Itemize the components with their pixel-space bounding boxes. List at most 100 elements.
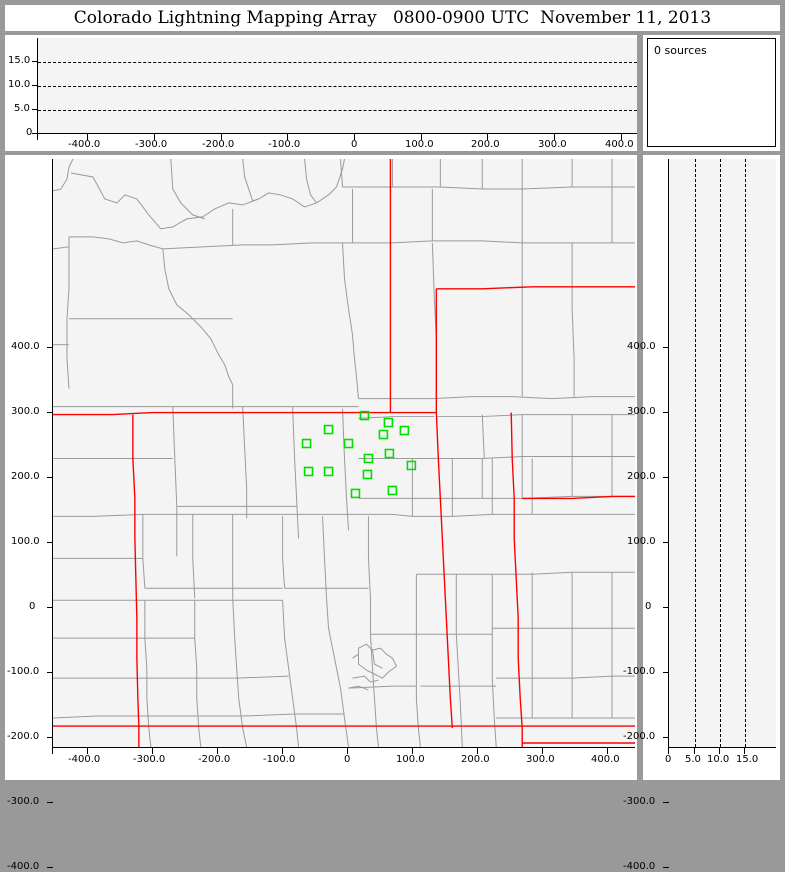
y-tick-mark <box>32 133 38 134</box>
gridline-5 <box>695 159 696 747</box>
y-tick-label: -400.0 <box>623 861 656 872</box>
source-marker <box>350 488 361 499</box>
source-marker <box>399 425 410 436</box>
y-tick-mark <box>47 477 53 478</box>
x-tick-label: -300.0 <box>133 754 166 765</box>
y-tick-mark <box>663 412 669 413</box>
y-tick-mark <box>663 477 669 478</box>
source-marker <box>387 485 398 496</box>
y-tick-mark <box>47 672 53 673</box>
y-tick-label: 300.0 <box>11 406 40 417</box>
application-window: Colorado Lightning Mapping Array 0800-09… <box>5 5 780 872</box>
source-marker <box>406 460 417 471</box>
y-tick-mark <box>32 85 38 86</box>
y-tick-label: 100.0 <box>11 536 40 547</box>
x-tick-mark <box>554 134 555 140</box>
x-tick-label: 200.0 <box>471 139 500 150</box>
x-tick-label: 5.0 <box>685 754 701 765</box>
gridline-15 <box>38 61 637 63</box>
x-tick-mark <box>154 134 155 140</box>
y-tick-mark <box>47 412 53 413</box>
x-tick-mark <box>607 748 608 754</box>
x-tick-mark <box>477 748 478 754</box>
x-tick-mark <box>282 748 283 754</box>
x-tick-label: -400.0 <box>68 139 101 150</box>
x-tick-label: 100.0 <box>405 139 434 150</box>
y-tick-mark <box>663 737 669 738</box>
x-tick-label: -300.0 <box>135 139 168 150</box>
county-boundaries <box>53 159 635 747</box>
x-tick-label: 100.0 <box>396 754 425 765</box>
source-marker <box>343 438 354 449</box>
x-tick-label: 0 <box>344 754 351 765</box>
x-tick-label: -400.0 <box>68 754 101 765</box>
y-tick-mark <box>47 607 53 608</box>
x-tick-label: 0 <box>351 139 358 150</box>
x-tick-label: 400.0 <box>591 754 620 765</box>
x-tick-label: 15.0 <box>736 754 759 765</box>
x-tick-mark <box>487 134 488 140</box>
title-bar: Colorado Lightning Mapping Array 0800-09… <box>5 5 780 31</box>
x-tick-label: 400.0 <box>605 139 634 150</box>
y-tick-mark <box>663 802 669 803</box>
gridline-10 <box>38 85 637 87</box>
x-tick-mark <box>412 748 413 754</box>
source-marker <box>362 469 373 480</box>
x-tick-mark <box>542 748 543 754</box>
x-tick-mark <box>52 748 53 754</box>
y-tick-label: 400.0 <box>11 341 40 352</box>
y-tick-mark <box>47 542 53 543</box>
x-tick-mark <box>87 134 88 140</box>
y-tick-label: 200.0 <box>11 471 40 482</box>
page-title: Colorado Lightning Mapping Array 0800-09… <box>73 8 712 28</box>
y-tick-mark <box>663 867 669 868</box>
altitude-vs-north-south-panel: 400.0 300.0 200.0 100.0 0 -100.0 -200.0 … <box>623 155 780 872</box>
x-tick-mark <box>287 134 288 140</box>
y-tick-label: -200.0 <box>623 731 656 742</box>
source-markers <box>301 410 417 499</box>
y-tick-mark <box>47 867 53 868</box>
y-tick-label: 5.0 <box>14 103 30 114</box>
x-tick-label: -200.0 <box>202 139 235 150</box>
y-tick-label: -200.0 <box>7 731 40 742</box>
y-tick-label: -300.0 <box>7 796 40 807</box>
gridline-15 <box>745 159 746 747</box>
y-tick-label: 0 <box>26 127 33 138</box>
x-tick-mark <box>719 748 720 754</box>
x-tick-label: 300.0 <box>526 754 555 765</box>
source-marker <box>378 429 389 440</box>
y-tick-label: 10.0 <box>8 79 31 90</box>
y-tick-mark <box>663 607 669 608</box>
x-tick-mark <box>621 134 622 140</box>
map-plot-area[interactable] <box>52 159 635 748</box>
source-marker <box>323 424 334 435</box>
y-tick-label: 0 <box>29 601 36 612</box>
source-marker <box>303 466 314 477</box>
map-panel: 400.0 300.0 200.0 100.0 0 -100.0 -200.0 … <box>5 155 637 872</box>
x-tick-mark <box>668 748 669 754</box>
y-tick-label: -100.0 <box>7 666 40 677</box>
x-tick-mark <box>217 748 218 754</box>
x-tick-mark <box>37 134 38 140</box>
y-tick-mark <box>32 109 38 110</box>
y-tick-mark <box>47 347 53 348</box>
source-marker <box>383 417 394 428</box>
gridline-5 <box>38 109 637 111</box>
altitude-vs-east-west-panel: 15.0 10.0 5.0 0 -400.0 -300.0 -200.0 -10… <box>5 35 637 151</box>
x-tick-mark <box>694 748 695 754</box>
x-tick-label: -100.0 <box>268 139 301 150</box>
y-tick-label: 0 <box>645 601 652 612</box>
x-tick-mark <box>354 134 355 140</box>
y-tick-label: 300.0 <box>627 406 656 417</box>
source-marker <box>301 438 312 449</box>
source-marker <box>323 466 334 477</box>
x-tick-mark <box>347 748 348 754</box>
x-tick-label: 200.0 <box>461 754 490 765</box>
x-tick-mark <box>221 134 222 140</box>
y-tick-label: -100.0 <box>623 666 656 677</box>
y-tick-mark <box>663 347 669 348</box>
y-tick-label: 400.0 <box>627 341 656 352</box>
x-tick-label: -100.0 <box>263 754 296 765</box>
y-tick-label: -300.0 <box>623 796 656 807</box>
altitude-vs-north-south-plot <box>668 159 776 748</box>
